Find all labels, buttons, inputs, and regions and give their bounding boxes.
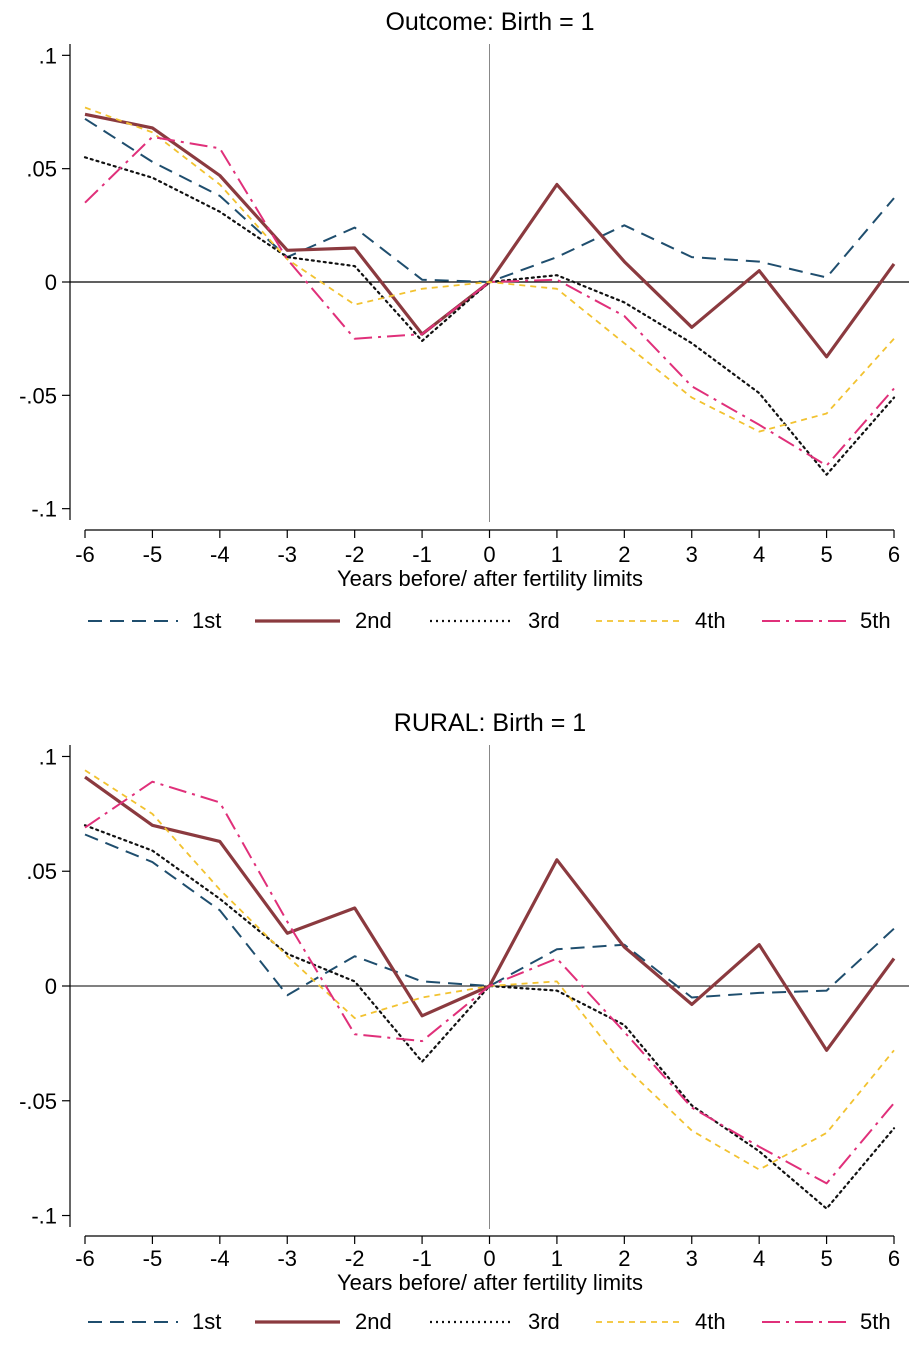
legend-label-3rd: 3rd	[528, 1309, 560, 1334]
x-axis-title: Years before/ after fertility limits	[337, 1270, 643, 1295]
x-tick-label: 6	[888, 542, 900, 567]
x-tick-label: 2	[618, 542, 630, 567]
y-tick-label: -.05	[19, 1089, 57, 1114]
chart-panel-1: Outcome: Birth = 1 .1 .05 0 -.05 -.1 -6 -5 -4 -3 -…	[19, 8, 909, 633]
legend-label-4th: 4th	[695, 1309, 726, 1334]
x-tick-label: 3	[686, 542, 698, 567]
chart-title: RURAL: Birth = 1	[394, 709, 586, 737]
x-tick-label: -1	[412, 1246, 432, 1271]
legend-label-1st: 1st	[192, 608, 221, 633]
y-tick-label: .05	[26, 157, 57, 182]
y-tick-label: -.1	[31, 497, 57, 522]
x-tick-label: 4	[753, 1246, 765, 1271]
legend-label-5th: 5th	[860, 608, 891, 633]
x-tick-label: -4	[210, 542, 230, 567]
y-tick-label: -.1	[31, 1204, 57, 1229]
legend-label-2nd: 2nd	[355, 608, 392, 633]
legend-label-4th: 4th	[695, 608, 726, 633]
x-tick-label: -5	[143, 542, 163, 567]
chart-panel-2: RURAL: Birth = 1 .1 .05 0 -.05 -.1 -6 -5 -4 -3 -2 -…	[19, 709, 909, 1334]
x-tick-label: -6	[75, 542, 95, 567]
series-line-1st	[84, 833, 895, 999]
legend-label-2nd: 2nd	[355, 1309, 392, 1334]
x-tick-label: -2	[345, 1246, 365, 1271]
x-tick-label: 5	[820, 542, 832, 567]
x-tick-label: 3	[686, 1246, 698, 1271]
x-tick-label: 6	[888, 1246, 900, 1271]
legend: 1st 2nd 3rd 4th 5th	[88, 1309, 891, 1334]
y-tick-label: .1	[39, 43, 57, 68]
x-tick-label: -4	[210, 1246, 230, 1271]
y-tick-label: .1	[39, 744, 57, 769]
x-tick-label: 0	[483, 542, 495, 567]
x-tick-label: -6	[75, 1246, 95, 1271]
x-tick-label: -2	[345, 542, 365, 567]
x-tick-label: 0	[483, 1246, 495, 1271]
legend-label-3rd: 3rd	[528, 608, 560, 633]
series-line-5th	[84, 780, 895, 1185]
x-tick-label: -3	[277, 542, 297, 567]
x-tick-label: 1	[551, 1246, 563, 1271]
series-line-5th	[84, 135, 895, 467]
y-tick-label: 0	[45, 270, 57, 295]
series-line-4th	[84, 106, 895, 433]
y-tick-label: .05	[26, 859, 57, 884]
legend-label-5th: 5th	[860, 1309, 891, 1334]
x-tick-label: 4	[753, 542, 765, 567]
x-tick-label: 5	[820, 1246, 832, 1271]
x-tick-label: -3	[277, 1246, 297, 1271]
chart-title: Outcome: Birth = 1	[385, 8, 594, 36]
x-tick-label: -5	[143, 1246, 163, 1271]
legend: 1st 2nd 3rd 4th 5th	[88, 608, 891, 633]
y-tick-label: -.05	[19, 383, 57, 408]
x-tick-label: -1	[412, 542, 432, 567]
legend-label-1st: 1st	[192, 1309, 221, 1334]
x-axis-title: Years before/ after fertility limits	[337, 566, 643, 591]
x-tick-label: 2	[618, 1246, 630, 1271]
x-tick-label: 1	[551, 542, 563, 567]
y-tick-label: 0	[45, 974, 57, 999]
